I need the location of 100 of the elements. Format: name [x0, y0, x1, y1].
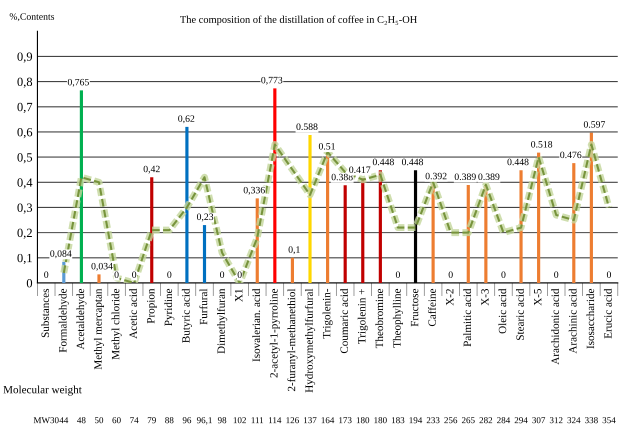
chart-title: The composition of the distillation of coffee in C₂H₅-OH [180, 16, 417, 26]
text: 111 [252, 417, 264, 424]
y-tick-label: 0,7 [17, 102, 32, 114]
text: 96,1 [196, 417, 212, 425]
x-tick-label: Butyric acid [182, 288, 192, 343]
bar [344, 185, 347, 283]
text: 50 [95, 417, 104, 424]
data-label: 0.417 [349, 166, 370, 174]
data-label: 0,336 [244, 186, 265, 195]
x-tick-label: Methyl mercaptan [94, 288, 104, 370]
data-label: 0,1 [288, 246, 300, 254]
x-tick-label: X-2 [446, 289, 454, 306]
y-tick-label: 0,1 [17, 254, 32, 264]
x-tick-label: Pyridine [164, 288, 174, 326]
data-label: 0.448 [402, 158, 424, 166]
data-label: 0.448 [372, 158, 394, 166]
data-label: 0,084 [50, 250, 72, 258]
x-tick-label: Furfural [199, 288, 208, 325]
bar [202, 225, 206, 283]
x-tick-label: Theophylline [392, 288, 403, 348]
x-tick-label: Trigolenin + [358, 289, 368, 344]
x-tick-label: Isosaccharide [586, 288, 594, 349]
x-tick-label: Oleic acid [498, 288, 506, 334]
data-label: 0,773 [261, 76, 282, 85]
text: 98 [218, 417, 226, 424]
y-tick-label: 0,6 [17, 128, 32, 138]
y-tick-label: 0,5 [17, 153, 32, 164]
data-label: 0,23 [196, 214, 214, 222]
data-label: 0 [167, 271, 172, 278]
data-label: 0,62 [178, 115, 194, 124]
data-label: 0 [238, 271, 242, 278]
text: 256 [444, 417, 458, 424]
x-tick-label: Isovalerian. acid [252, 288, 260, 362]
text: Molecular weight [3, 386, 82, 396]
x-tick-label: Caffeine [428, 288, 436, 326]
data-label: 0.389 [478, 173, 500, 180]
x-tick-label: X-5 [534, 288, 542, 306]
x-tick-label: X-3 [481, 288, 489, 306]
text: 60 [112, 417, 121, 424]
text: 183 [392, 417, 404, 424]
x-tick-label: Palmitic acid [463, 288, 472, 347]
text: 44 [59, 417, 68, 424]
data-label: 0.392 [426, 172, 447, 180]
text: 180 [356, 417, 370, 424]
data-label: 0.51 [318, 143, 335, 150]
data-label: 0,765 [68, 78, 89, 87]
bar [97, 274, 101, 283]
text: 126 [286, 417, 299, 424]
text: 233 [426, 417, 440, 424]
x-tick-label: X1 [235, 289, 242, 302]
text: 282 [479, 417, 492, 424]
data-label: 0,034 [91, 262, 113, 271]
x-tick-label: Dimethylfuran [216, 288, 228, 354]
x-tick-label: Propion [147, 288, 157, 324]
text: 137 [304, 417, 317, 424]
data-label: 0.597 [584, 121, 606, 128]
data-label: 0 [448, 271, 453, 278]
y-tick-label: 0,9 [17, 52, 32, 63]
data-label: 0 [114, 271, 119, 278]
x-tick-label: Acetaldehyde [76, 288, 86, 350]
text: 180 [374, 417, 387, 424]
data-label: 0 [501, 271, 506, 278]
data-label: 0 [554, 271, 558, 278]
x-tick-label: Stearic acid [516, 288, 524, 340]
bar [290, 258, 294, 283]
data-label: 0.588 [296, 123, 318, 130]
data-label: 0 [606, 271, 612, 278]
text: 312 [550, 417, 562, 424]
text: 79 [148, 417, 156, 424]
text: 324 [567, 417, 580, 424]
text: 307 [532, 417, 546, 424]
x-tick-label: Acetic acid [129, 288, 137, 339]
y-tick-label: 0,2 [17, 228, 32, 239]
text: 265 [462, 417, 475, 424]
y-axis-title: %,Contents [10, 13, 54, 22]
text: 96 [182, 417, 192, 424]
bar [150, 177, 154, 283]
x-tick-label: Theobromine [375, 288, 384, 348]
x-tick-label: Hydroxymethylfurfural [304, 288, 316, 392]
data-label: 0 [396, 271, 400, 278]
data-label: 0 [44, 271, 48, 278]
text: 173 [339, 417, 352, 424]
x-tick-label: Formaldehyde [58, 288, 69, 352]
y-tick-label: 0,8 [17, 78, 32, 88]
x-tick-label: Arachinic acid [568, 288, 577, 354]
data-label: 0,42 [144, 166, 160, 174]
y-tick-label: 0,3 [17, 203, 32, 214]
x-tick-label: Coumaric acid [340, 288, 348, 354]
text: 294 [514, 417, 528, 424]
x-tick-label: 2-furanyl-methanethiol [287, 288, 298, 392]
data-label: 0.389 [454, 173, 476, 180]
x-tick-label: Substances [41, 288, 50, 338]
data-label: 0 [132, 271, 136, 278]
text: 88 [165, 417, 174, 424]
text: 354 [602, 417, 616, 424]
text: 284 [497, 417, 510, 424]
x-tick-label: Trigolenin- [322, 288, 333, 339]
data-label: 0.448 [507, 158, 529, 166]
x-tick-label: Erucic acid [604, 288, 612, 338]
text: 338 [585, 417, 598, 424]
